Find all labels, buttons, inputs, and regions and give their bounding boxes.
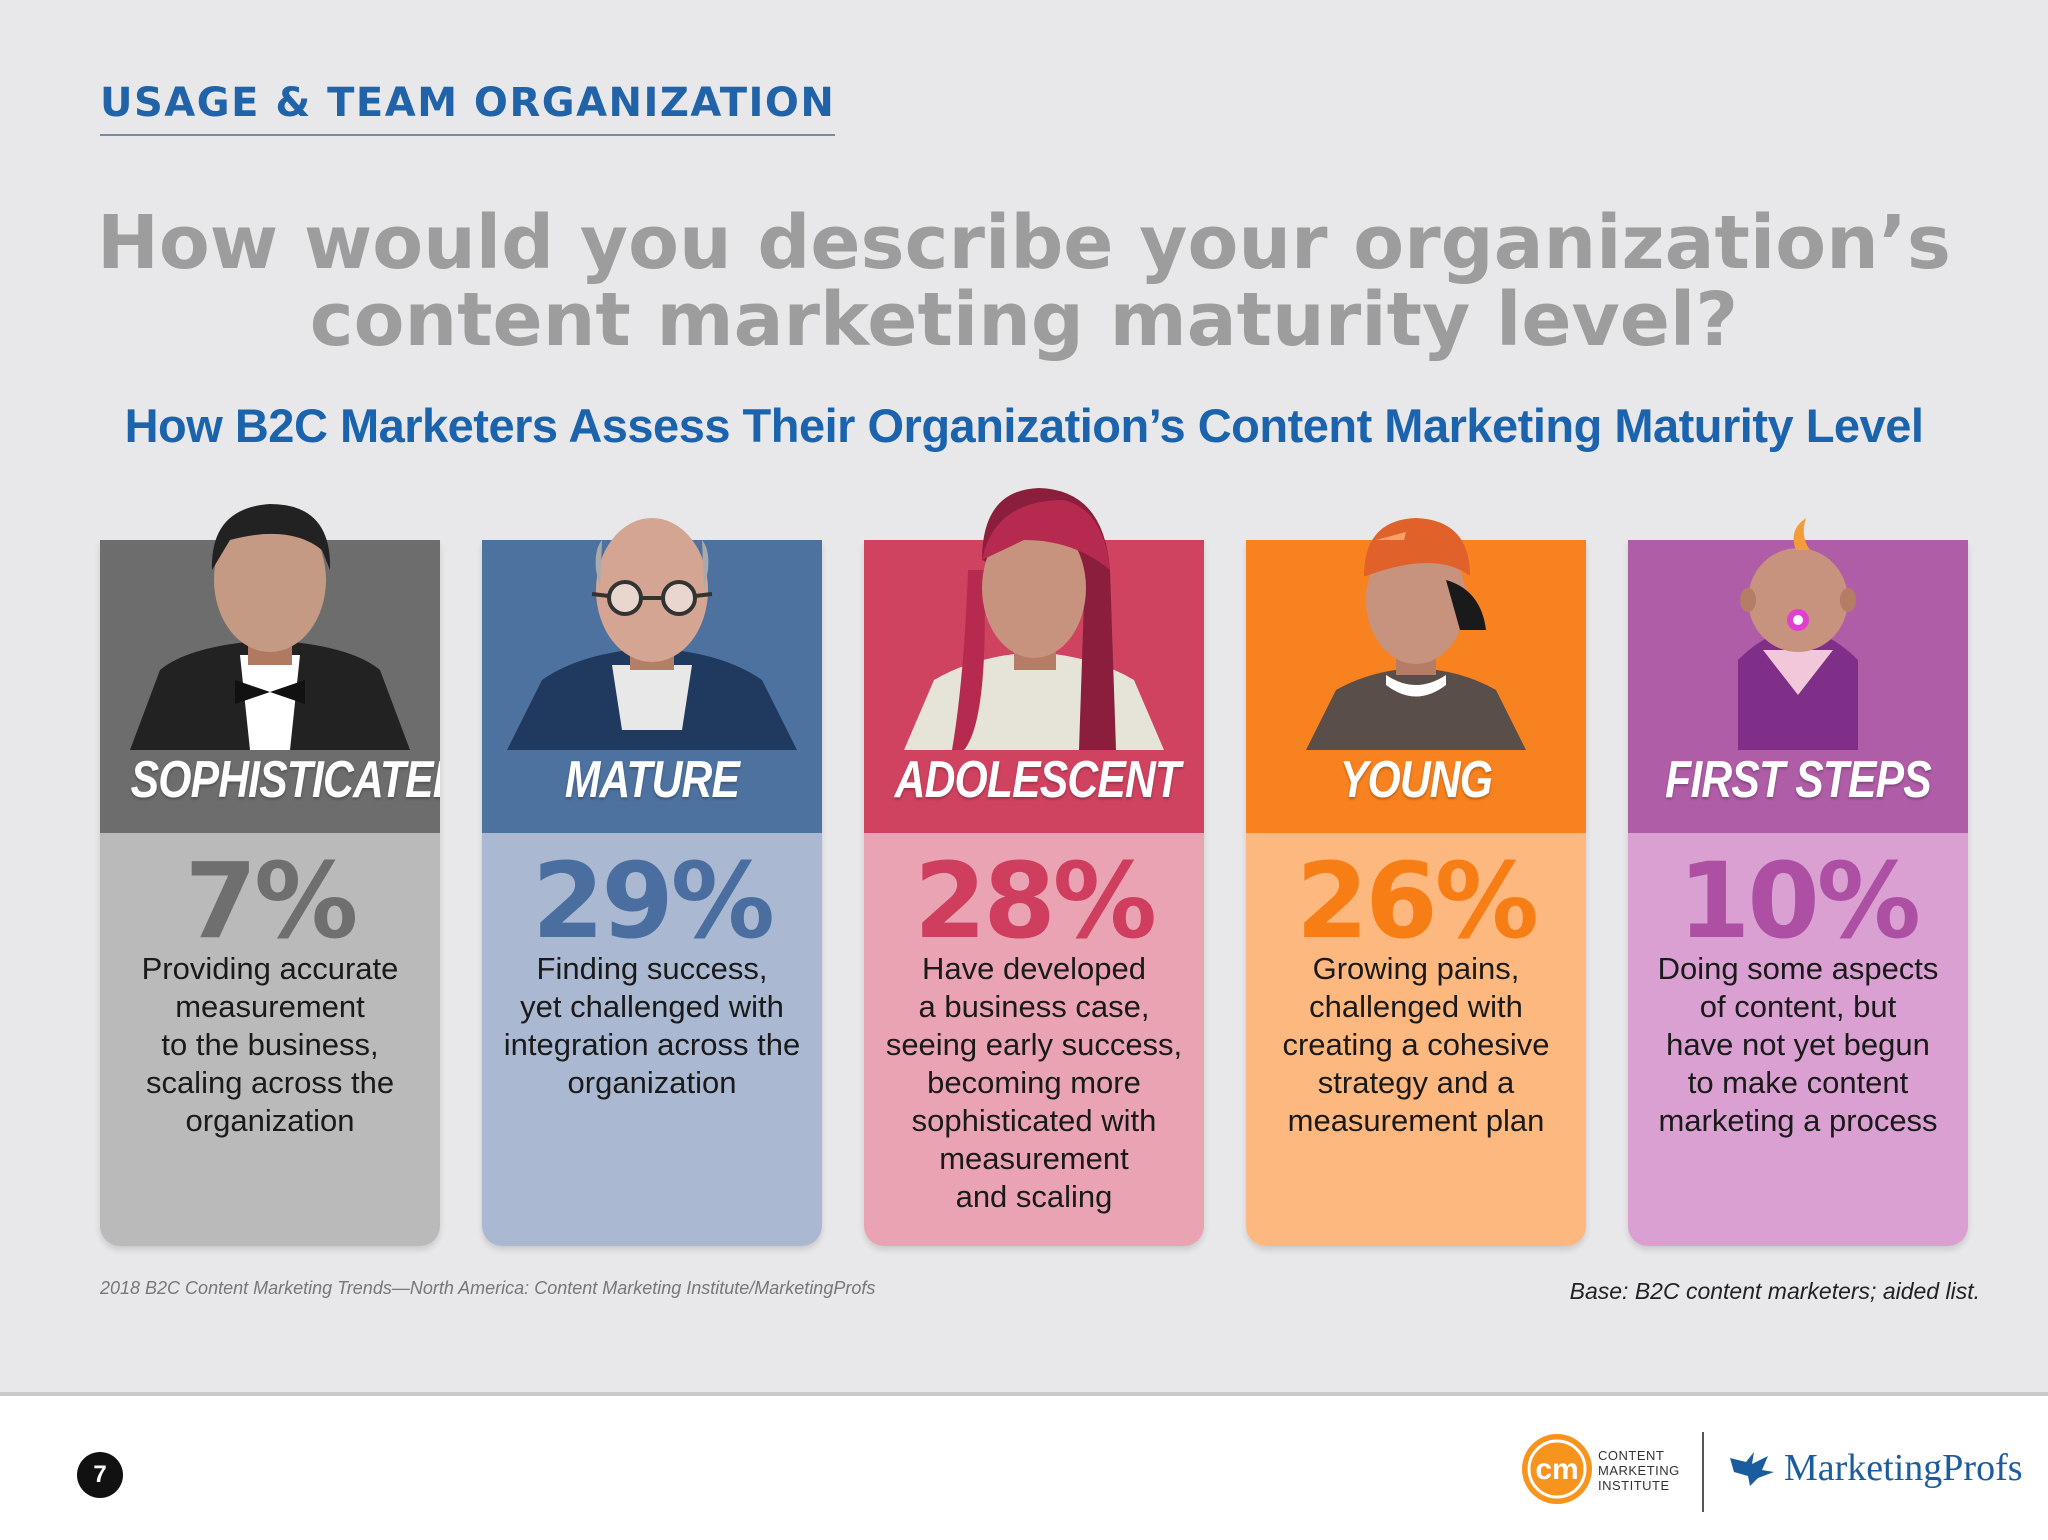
maturity-level-label: FIRST STEPS (1665, 751, 1932, 809)
maturity-description: Growing pains, challenged with creating a … (1256, 950, 1576, 1140)
description-line: and scaling (955, 1179, 1113, 1214)
maturity-level-label: SOPHISTICATED (130, 751, 440, 809)
persona-illustration (1628, 480, 1968, 750)
section-title: USAGE & TEAM ORGANIZATION (100, 80, 836, 136)
maturity-description: Have developed a business case, seeing ear… (874, 950, 1194, 1216)
persona-illustration (864, 480, 1204, 750)
marketingprofs-wordmark: MarketingProfs (1784, 1447, 2023, 1489)
baby-with-pacifier-icon (1628, 480, 1968, 755)
description-line: have not yet begun (1666, 1027, 1930, 1062)
description-line: organization (185, 1103, 355, 1138)
card-body (482, 833, 822, 1246)
description-line: Doing some aspects (1657, 951, 1939, 986)
description-line: to the business, (161, 1027, 379, 1062)
marketingprofs-bird-icon (1730, 1452, 1774, 1486)
description-line: of content, but (1699, 989, 1897, 1024)
description-line: Have developed (921, 951, 1147, 986)
chart-title: How B2C Marketers Assess Their Organizat… (124, 399, 1924, 452)
description-line: yet challenged with (520, 989, 784, 1024)
description-line: becoming more (927, 1065, 1141, 1100)
base-note: Base: B2C content marketers; aided list. (1569, 1278, 1980, 1304)
description-line: integration across the (503, 1027, 801, 1062)
description-line: Finding success, (536, 951, 768, 986)
marketingprofs-logo: MarketingProfs (1730, 1446, 2023, 1490)
description-line: challenged with (1309, 989, 1523, 1024)
persona-illustration (482, 480, 822, 750)
maturity-percent: 29% (532, 840, 775, 962)
survey-question: How would you describe your organization… (0, 205, 2048, 359)
page-number: 7 (77, 1452, 123, 1498)
cmi-logo: cm (1522, 1434, 1592, 1504)
woman-with-red-hair-icon (864, 480, 1204, 755)
cmi-line-3: INSTITUTE (1598, 1478, 1670, 1493)
maturity-description: Providing accurate measurement to the busi… (110, 950, 430, 1140)
maturity-percent: 7% (184, 840, 359, 962)
cmi-line-1: CONTENT (1598, 1448, 1665, 1463)
older-man-with-glasses-icon (482, 480, 822, 755)
description-line: seeing early success, (885, 1027, 1183, 1062)
source-note: 2018 B2C Content Marketing Trends—North … (100, 1278, 876, 1298)
page-footer: 7 cm CONTENT MARKETING INSTITUTE Marketi… (0, 1392, 2048, 1540)
card-body (1246, 833, 1586, 1246)
description-line: measurement plan (1287, 1103, 1545, 1138)
maturity-card-sophisticated: SOPHISTICATED 7% Providing accurate measure… (100, 540, 440, 1246)
description-line: creating a cohesive (1282, 1027, 1550, 1062)
survey-question-line-2: content marketing maturity level? (309, 277, 1739, 363)
persona-illustration (100, 480, 440, 750)
description-line: organization (567, 1065, 737, 1100)
teen-in-backwards-cap-icon (1246, 480, 1586, 755)
logo-divider (1702, 1432, 1704, 1512)
survey-question-line-1: How would you describe your organization… (97, 200, 1951, 286)
description-line: Providing accurate (141, 951, 399, 986)
maturity-percent: 10% (1678, 840, 1921, 962)
persona-illustration (1246, 480, 1586, 750)
cmi-logo-mark: cm (1535, 1453, 1578, 1486)
maturity-level-label: MATURE (564, 751, 740, 809)
maturity-card-young: YOUNG 26% Growing pains, challenged with cre… (1246, 540, 1586, 1246)
maturity-description: Doing some aspects of content, but have no… (1638, 950, 1958, 1140)
description-line: measurement (175, 989, 365, 1024)
description-line: strategy and a (1317, 1065, 1515, 1100)
cmi-line-2: MARKETING (1598, 1463, 1680, 1478)
maturity-description: Finding success, yet challenged with integ… (492, 950, 812, 1102)
cmi-wordmark: CONTENT MARKETING INSTITUTE (1598, 1448, 1680, 1493)
maturity-card-mature: MATURE 29% Finding success, yet challenged … (482, 540, 822, 1246)
card-body (1628, 833, 1968, 1246)
description-line: scaling across the (145, 1065, 395, 1100)
description-line: marketing a process (1658, 1103, 1938, 1138)
description-line: measurement (939, 1141, 1129, 1176)
description-line: a business case, (918, 989, 1150, 1024)
maturity-level-label: ADOLESCENT (894, 751, 1181, 809)
maturity-percent: 28% (914, 840, 1157, 962)
description-line: Growing pains, (1312, 951, 1520, 986)
card-body (100, 833, 440, 1246)
maturity-level-label: YOUNG (1339, 751, 1493, 809)
man-in-tuxedo-icon (100, 480, 440, 755)
maturity-percent: 26% (1296, 840, 1539, 962)
card-body (864, 833, 1204, 1246)
description-line: sophisticated with (911, 1103, 1157, 1138)
description-line: to make content (1687, 1065, 1909, 1100)
